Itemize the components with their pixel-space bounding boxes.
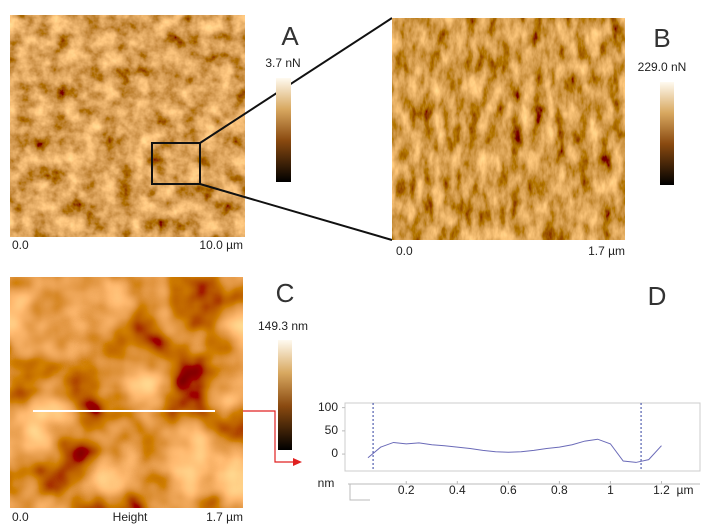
y-tick-label: 100 bbox=[318, 400, 338, 414]
scale-max: 229.0 nN bbox=[638, 60, 687, 74]
afm-image bbox=[10, 277, 243, 508]
color-bar bbox=[278, 340, 292, 450]
afm-image bbox=[392, 18, 625, 240]
x-tick-label: 1 bbox=[607, 483, 614, 497]
afm-image bbox=[10, 15, 245, 237]
x-label: µm bbox=[677, 483, 694, 497]
x-start: 0.0 bbox=[12, 510, 29, 524]
x-start: 0.0 bbox=[12, 238, 29, 252]
scale-max: 3.7 nN bbox=[265, 56, 300, 70]
panel-label: A bbox=[281, 21, 299, 51]
x-tick-label: 0.6 bbox=[500, 483, 517, 497]
x-end: 1.7 µm bbox=[588, 244, 625, 258]
panel-label: B bbox=[653, 23, 670, 53]
color-bar bbox=[660, 82, 674, 185]
panel-label: D bbox=[648, 281, 667, 311]
x-tick-label: 0.4 bbox=[449, 483, 466, 497]
x-end: 10.0 µm bbox=[199, 238, 243, 252]
axis-step bbox=[350, 484, 370, 500]
color-bar bbox=[276, 78, 291, 182]
scale-max: 149.3 nm bbox=[258, 319, 308, 333]
arrow-head bbox=[293, 458, 302, 466]
x-caption: Height bbox=[113, 510, 148, 524]
panel-label: C bbox=[276, 278, 295, 308]
y-tick-label: 50 bbox=[325, 423, 339, 437]
y-tick-label: 0 bbox=[331, 446, 338, 460]
x-start: 0.0 bbox=[396, 244, 413, 258]
x-end: 1.7 µm bbox=[206, 510, 243, 524]
x-tick-label: 1.2 bbox=[653, 483, 670, 497]
figure: A 3.7 nN 0.0 10.0 µm B 229.0 nN 0.0 1.7 … bbox=[0, 0, 704, 525]
profile bbox=[368, 439, 662, 462]
x-tick-label: 0.2 bbox=[398, 483, 415, 497]
plot-frame bbox=[345, 403, 700, 471]
y-label: nm bbox=[318, 476, 335, 490]
x-tick-label: 0.8 bbox=[551, 483, 568, 497]
